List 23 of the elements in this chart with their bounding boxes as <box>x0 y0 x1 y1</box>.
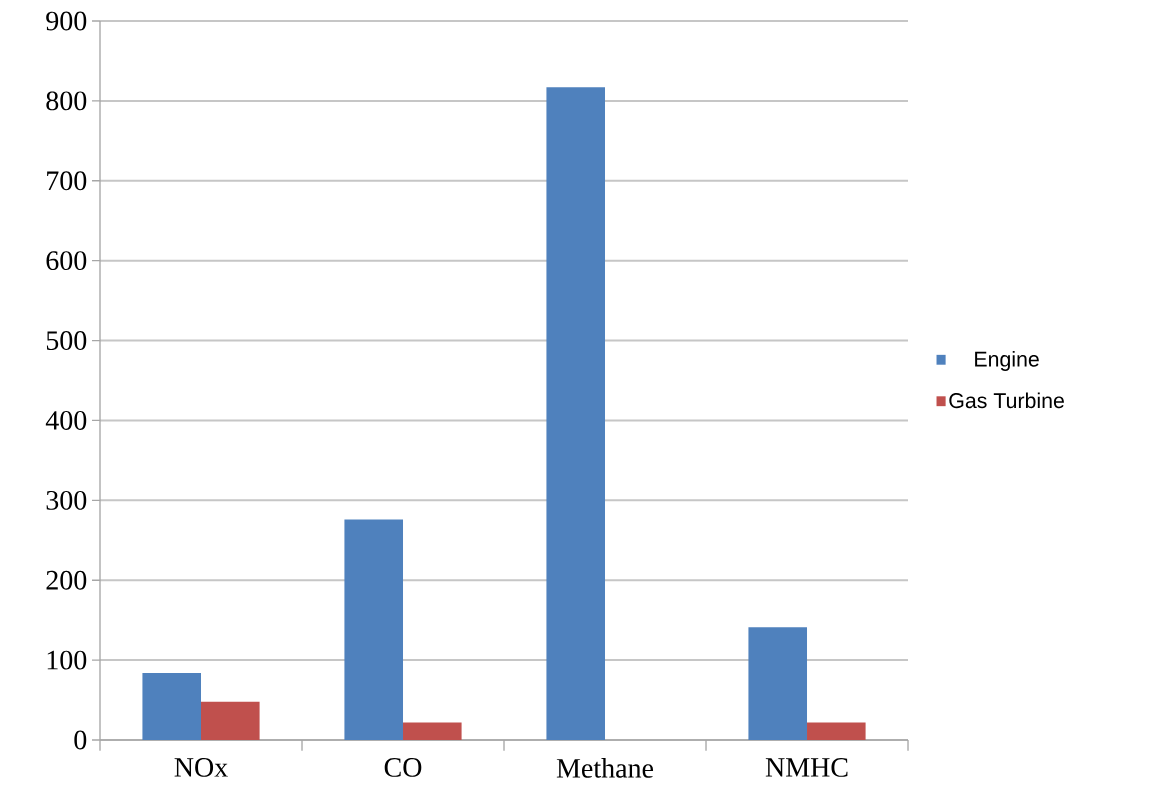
legend-label: Engine <box>975 351 1039 371</box>
bar <box>807 722 866 740</box>
bar <box>142 672 201 740</box>
bar <box>403 722 462 740</box>
bar <box>344 519 404 740</box>
y-tick-label: 300 <box>46 490 87 510</box>
bar <box>748 627 808 740</box>
y-tick-label: 0 <box>74 730 87 750</box>
x-tick-label: Methane <box>556 758 654 778</box>
y-tick-label: 900 <box>46 11 87 31</box>
x-tick-label: CO <box>384 758 422 777</box>
legend-label: Gas Turbine <box>949 392 1064 409</box>
y-tick-label: 600 <box>46 251 87 271</box>
y-tick-label: 700 <box>47 171 87 191</box>
y-tick-label: 200 <box>46 570 87 590</box>
y-tick-label: 400 <box>45 411 87 430</box>
y-tick-label: 800 <box>46 91 87 111</box>
y-tick-label: 500 <box>46 331 87 351</box>
bar <box>201 701 260 740</box>
x-tick-label: NMHC <box>765 758 848 777</box>
y-tick-label: 100 <box>47 650 87 670</box>
x-tick-label: NOx <box>174 758 228 777</box>
bar <box>546 87 606 740</box>
